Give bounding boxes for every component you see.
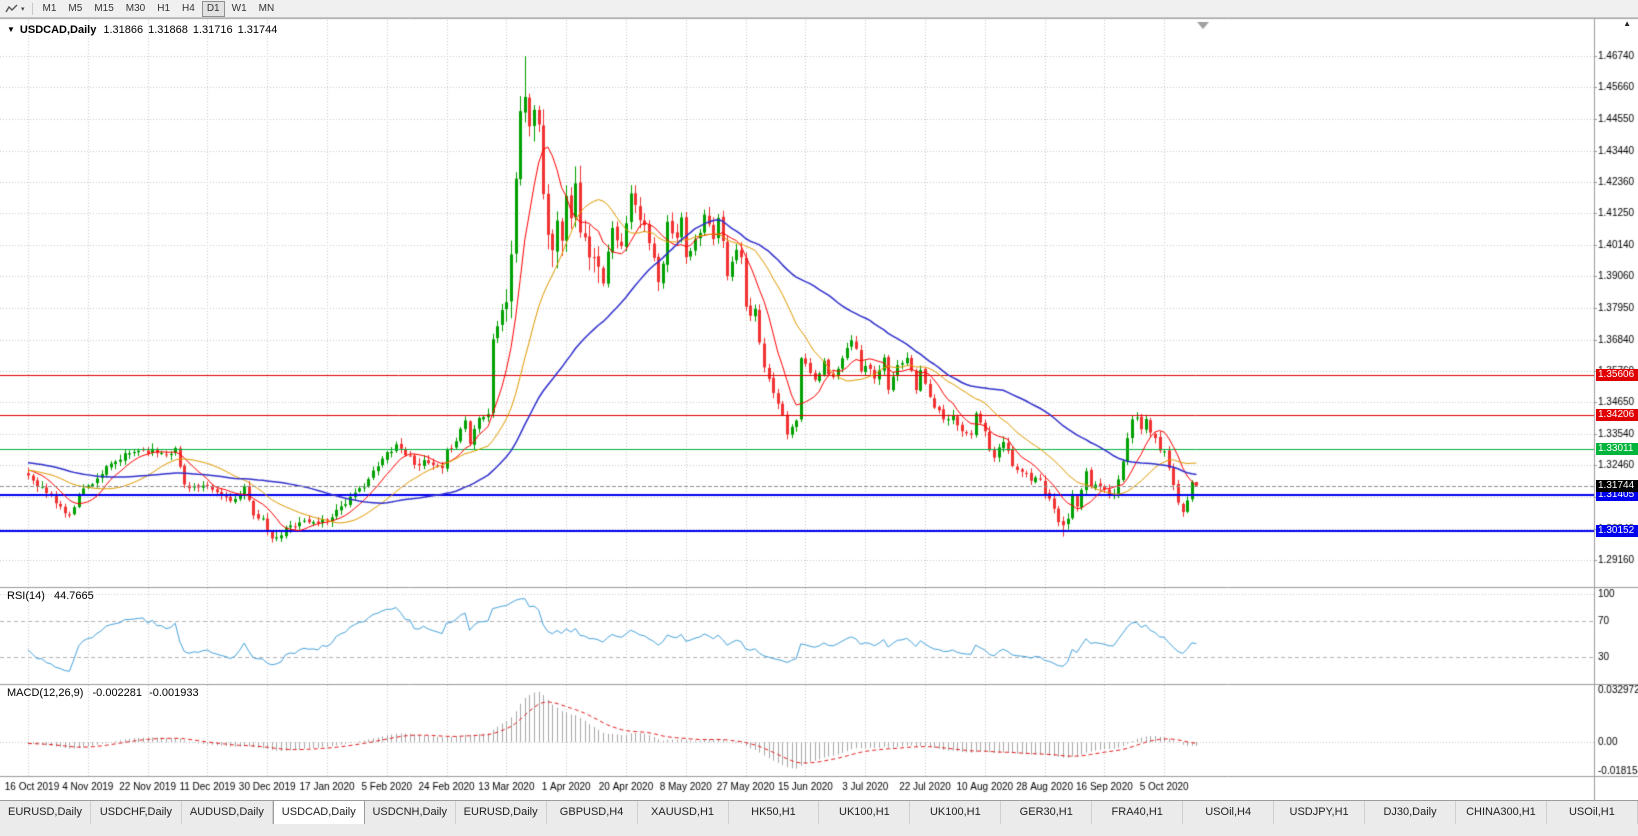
timeframe-button-h1[interactable]: H1	[157, 2, 171, 14]
toolbar-separator	[31, 2, 33, 15]
symbol-tab-eurusd-daily[interactable]: EURUSD,Daily	[455, 801, 547, 824]
symbol-tab-fra40-h1[interactable]: FRA40,H1	[1092, 801, 1184, 824]
symbol-tab-usdchf-daily[interactable]: USDCHF,Daily	[90, 801, 182, 824]
window-footer	[0, 824, 1638, 836]
timeframe-button-m15[interactable]: M15	[94, 2, 114, 14]
low-value: 1.31716	[192, 24, 233, 36]
close-value: 1.31744	[237, 24, 278, 36]
hline-price-label: 1.33011	[1596, 443, 1638, 455]
symbol-tab-uk100-h1[interactable]: UK100,H1	[819, 801, 911, 824]
timeframe-button-mn[interactable]: MN	[258, 2, 275, 14]
symbol-tab-usoil-h4[interactable]: USOil,H4	[1183, 801, 1275, 824]
open-value: 1.31866	[103, 24, 144, 36]
ohlc-header: ▼ USDCAD,Daily 1.31866 1.31868 1.31716 1.3174…	[7, 24, 282, 36]
timeframe-button-w1[interactable]: W1	[231, 2, 247, 14]
symbol-tab-uk100-h1[interactable]: UK100,H1	[910, 801, 1002, 824]
hline-price-label: 1.30152	[1596, 525, 1638, 537]
symbol-tab-china300-h1[interactable]: CHINA300,H1	[1456, 801, 1547, 824]
symbol-tab-bar: EURUSD,Daily USDCHF,Daily AUDUSD,Daily USDC…	[0, 800, 1638, 824]
symbol-tab-usoil-h1[interactable]: USOil,H1	[1546, 801, 1638, 824]
symbol-tab-ger30-h1[interactable]: GER30,H1	[1001, 801, 1093, 824]
hline-price-label: 1.35606	[1596, 369, 1638, 381]
current-price-label: 1.31744	[1596, 480, 1638, 492]
symbol-tab-eurusd-daily[interactable]: EURUSD,Daily	[0, 801, 91, 824]
collapse-header-icon[interactable]: ▼	[7, 25, 15, 34]
timeframe-button-h4[interactable]: H4	[182, 2, 195, 14]
timeframe-button-d1[interactable]: D1	[201, 0, 225, 17]
high-value: 1.31868	[148, 24, 188, 36]
macd-label: MACD(12,26,9)	[7, 687, 84, 699]
symbol-tab-gbpusd-h4[interactable]: GBPUSD,H4	[546, 801, 638, 824]
rsi-label: RSI(14)	[7, 590, 45, 602]
symbol-tab-audusd-daily[interactable]: AUDUSD,Daily	[181, 801, 273, 824]
symbol-tab-hk50-h1[interactable]: HK50,H1	[728, 801, 820, 824]
timeframe-buttons: M1 M5 M15 M30 H1 H4 D1 W1 MN	[37, 0, 281, 17]
symbol-tab-usdjpy-h1[interactable]: USDJPY,H1	[1274, 801, 1366, 824]
symbol-tab-dj30-daily[interactable]: DJ30,Daily	[1365, 801, 1456, 824]
symbol-tab-xauusd-h1[interactable]: XAUUSD,H1	[637, 801, 729, 824]
dropdown-caret-icon: ▾	[21, 5, 25, 13]
scroll-up-icon[interactable]: ▲	[1623, 19, 1631, 28]
macd-signal-value: -0.001933	[149, 687, 199, 699]
toolbar: ▾ M1 M5 M15 M30 H1 H4 D1 W1 MN	[0, 0, 1638, 18]
symbol-tab-usdcnh-daily[interactable]: USDCNH,Daily	[364, 801, 456, 824]
symbol-period-label: USDCAD,Daily	[19, 24, 97, 36]
rsi-value: 44.7665	[53, 590, 94, 602]
rsi-header: RSI(14) 44.7665	[7, 590, 98, 602]
symbol-tab-usdcad-daily[interactable]: USDCAD,Daily	[272, 801, 365, 824]
hline-price-label: 1.34206	[1596, 409, 1638, 421]
macd-header: MACD(12,26,9) -0.002281 -0.001933	[7, 687, 203, 699]
chart-tool-button[interactable]: ▾	[2, 1, 28, 17]
macd-value: -0.002281	[92, 687, 143, 699]
timeframe-button-m1[interactable]: M1	[42, 2, 57, 14]
line-chart-icon	[5, 4, 18, 12]
timeframe-button-m5[interactable]: M5	[68, 2, 83, 14]
hline-price-label: 1.31405	[1596, 489, 1638, 501]
timeframe-button-m30[interactable]: M30	[125, 2, 146, 14]
